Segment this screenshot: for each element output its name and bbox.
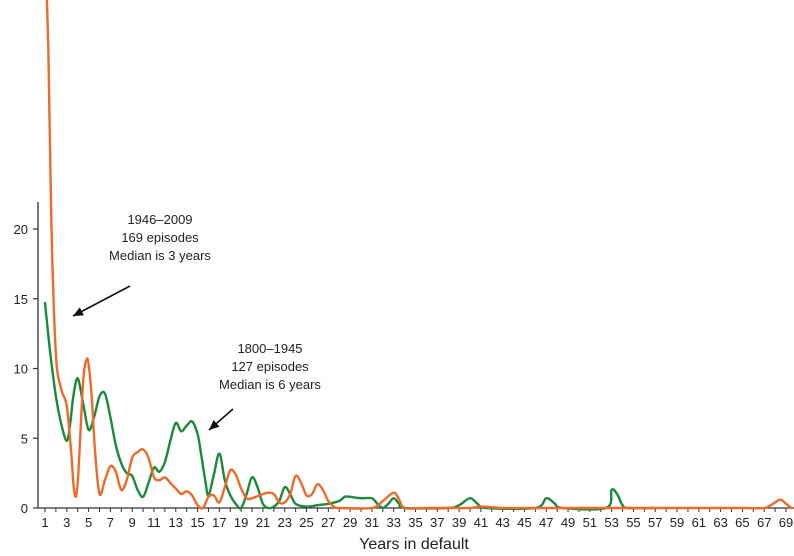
annotation-text-line: 1800–1945 [237,341,302,356]
x-tick-label: 67 [757,515,771,530]
annotation-text-line: 1946–2009 [127,212,192,227]
x-tick-label: 51 [583,515,597,530]
x-tick-label: 33 [386,515,400,530]
x-tick-label: 19 [234,515,248,530]
series-lines [43,0,793,511]
x-tick-label: 61 [692,515,706,530]
x-tick-label: 57 [648,515,662,530]
x-tick-label: 47 [539,515,553,530]
annotation-arrowhead [209,420,220,430]
annotation-text-line: Median is 6 years [219,377,321,392]
x-tick-label: 3 [63,515,70,530]
x-tick-label: 15 [190,515,204,530]
x-tick-label: 37 [430,515,444,530]
x-tick-label: 39 [452,515,466,530]
x-tick-label: 63 [713,515,727,530]
x-tick-label: 9 [129,515,136,530]
x-tick-label: 17 [212,515,226,530]
x-tick-label: 49 [561,515,575,530]
x-tick-label: 25 [299,515,313,530]
y-tick-label: 15 [14,292,28,307]
x-tick-label: 7 [107,515,114,530]
series-line-2 [45,0,793,510]
y-tick-label: 20 [14,222,28,237]
x-tick-label: 35 [408,515,422,530]
annotation-arrowhead [73,307,84,316]
y-tick-label: 0 [21,501,28,516]
annotation-text-line: 169 episodes [121,230,199,245]
x-tick-label: 21 [256,515,270,530]
x-tick-label: 65 [735,515,749,530]
x-tick-label: 27 [321,515,335,530]
series-line-1 [43,301,657,511]
x-tick-label: 69 [779,515,793,530]
y-tick-label: 5 [21,431,28,446]
x-tick-label: 29 [343,515,357,530]
x-tick-label: 43 [495,515,509,530]
annotation-text-line: 127 episodes [231,359,309,374]
x-axis-title: Years in default [359,536,469,553]
y-tick-label: 10 [14,362,28,377]
annotations: 1946–2009 169 episodes Median is 3 years 18… [72,212,321,431]
x-tick-label: 41 [474,515,488,530]
x-tick-label: 31 [365,515,379,530]
x-tick-label: 59 [670,515,684,530]
x-tick-label: 1 [41,515,48,530]
x-tick-label: 11 [147,515,161,530]
x-tick-label: 45 [517,515,531,530]
annotation-text-line: Median is 3 years [109,248,211,263]
x-tick-label: 55 [626,515,640,530]
x-tick-label: 5 [85,515,92,530]
annotation-arrow-line [72,285,131,317]
x-tick-label: 53 [604,515,618,530]
x-tick-label: 23 [278,515,292,530]
x-tick-label: 13 [169,515,183,530]
